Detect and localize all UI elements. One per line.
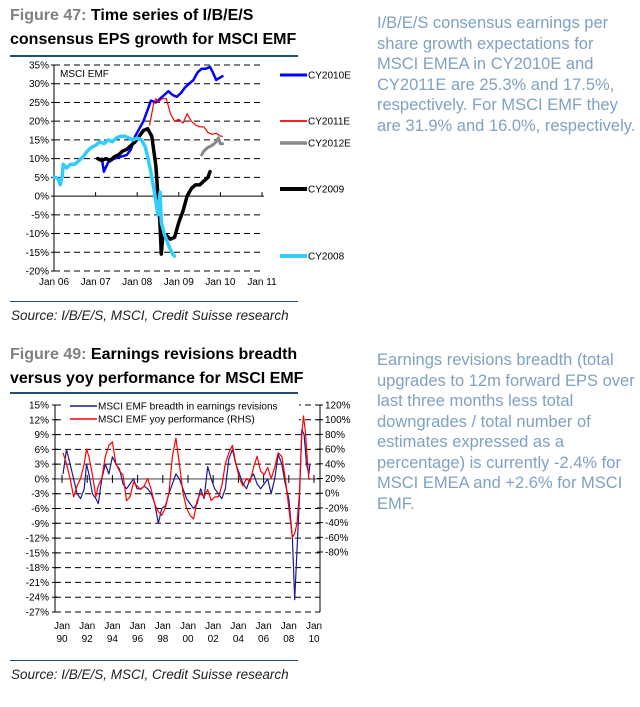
legend-label-cy2010e: CY2010E	[308, 71, 351, 82]
y-tick-label: 0%	[35, 474, 50, 485]
y2-tick-label: 60%	[325, 445, 345, 456]
y-tick-label: -21%	[26, 578, 49, 589]
figure-49-source-rule	[10, 660, 298, 661]
x-tick-label: Jan 09	[164, 277, 194, 288]
y-tick-label: 25%	[29, 98, 49, 109]
figure-49-title-text: Earnings revisions breadth versus yoy pe…	[10, 346, 304, 387]
y2-tick-label: 100%	[325, 415, 351, 426]
chart-annotation: MSCI EMF	[60, 69, 109, 80]
y-tick-label: -24%	[26, 593, 49, 604]
series-line-cy2011e	[149, 98, 224, 137]
y-tick-label: 3%	[35, 460, 50, 471]
x-tick-label-month: Jan	[230, 621, 246, 632]
y-tick-label: 35%	[29, 61, 49, 72]
x-tick-label-month: Jan	[54, 621, 70, 632]
legend-label-cy2012e: CY2012E	[308, 139, 351, 150]
x-tick-label-month: Jan	[155, 621, 171, 632]
y2-tick-label: -20%	[325, 503, 348, 514]
y-tick-label: -10%	[26, 229, 49, 240]
y-tick-label: 30%	[29, 79, 49, 90]
y-tick-label: -20%	[26, 267, 49, 278]
x-tick-label-year: 90	[56, 634, 68, 645]
x-tick-label-month: Jan	[306, 621, 322, 632]
legend-background	[64, 400, 299, 412]
y2-tick-label: -80%	[325, 548, 348, 559]
y-tick-label: -3%	[31, 489, 49, 500]
y2-tick-label: 0%	[325, 489, 340, 500]
figure-49-number: Figure 49:	[10, 346, 87, 363]
y-tick-label: 20%	[29, 117, 49, 128]
y2-tick-label: -40%	[325, 518, 348, 529]
y2-tick-label: 80%	[325, 430, 345, 441]
figure-47-title: Figure 47: Time series of I/B/E/S consen…	[10, 4, 340, 52]
legend-label: MSCI EMF breadth in earnings revisions	[98, 402, 278, 413]
x-tick-label: Jan 10	[205, 277, 235, 288]
figure-47-number: Figure 47:	[10, 7, 87, 24]
x-tick-label: Jan 08	[122, 277, 152, 288]
y-tick-label: 15%	[29, 401, 49, 412]
figure-47-source-rule	[10, 301, 298, 302]
x-tick-label-month: Jan	[256, 621, 272, 632]
y-tick-label: 6%	[35, 445, 50, 456]
x-tick-label-month: Jan	[104, 621, 120, 632]
legend-background	[64, 413, 299, 425]
x-tick-label-month: Jan	[130, 621, 146, 632]
figure-49-title-rule	[10, 392, 298, 394]
x-tick-label-year: 98	[157, 634, 169, 645]
x-tick-label-month: Jan	[205, 621, 221, 632]
x-tick-label-year: 96	[132, 634, 144, 645]
legend-label-cy2009: CY2009	[308, 185, 345, 196]
y-tick-label: 12%	[29, 415, 49, 426]
legend-label-cy2011e: CY2011E	[308, 117, 350, 128]
figure-49-title: Figure 49: Earnings revisions breadth ve…	[10, 343, 340, 391]
figure-49-commentary: Earnings revisions breadth (total upgrad…	[377, 351, 635, 513]
figure-47-source: Source: I/B/E/S, MSCI, Credit Suisse res…	[11, 308, 289, 323]
x-tick-label: Jan 07	[81, 277, 111, 288]
x-tick-label-year: 04	[233, 634, 245, 645]
x-tick-label-year: 08	[283, 634, 295, 645]
y-tick-label: 9%	[35, 430, 50, 441]
figure-47-title-text: Time series of I/B/E/S consensus EPS gro…	[10, 7, 297, 48]
x-tick-label: Jan 06	[39, 277, 69, 288]
x-tick-label-year: 00	[182, 634, 194, 645]
y-tick-label: -27%	[26, 608, 49, 619]
y-tick-label: -9%	[31, 519, 49, 530]
series-line-yoy-performance	[62, 415, 311, 538]
y-tick-label: -12%	[26, 534, 49, 545]
x-tick-label-month: Jan	[79, 621, 95, 632]
series-line-revisions-breadth	[62, 429, 311, 601]
y2-tick-label: 20%	[325, 474, 345, 485]
y-tick-label: -15%	[26, 548, 49, 559]
y-tick-label: -5%	[31, 210, 49, 221]
y-tick-label: -6%	[31, 504, 49, 515]
series-line-cy2012e	[200, 136, 224, 157]
x-tick-label-month: Jan	[180, 621, 196, 632]
y-tick-label: 5%	[35, 173, 50, 184]
x-tick-label-year: 02	[208, 634, 220, 645]
legend-label-cy2008: CY2008	[308, 252, 345, 263]
x-tick-label-year: 94	[107, 634, 119, 645]
x-tick-label-year: 10	[308, 634, 320, 645]
y-tick-label: 0%	[35, 192, 50, 203]
y-tick-label: -18%	[26, 563, 49, 574]
x-tick-label: Jan 11	[247, 277, 277, 288]
x-tick-label-year: 06	[258, 634, 270, 645]
y2-tick-label: -60%	[325, 533, 348, 544]
series-line-cy2010e	[100, 65, 224, 173]
figure-47-title-rule	[10, 55, 298, 57]
y-tick-label: 15%	[29, 135, 49, 146]
y2-tick-label: 120%	[325, 401, 351, 412]
series-line-cy2008	[52, 134, 177, 258]
y2-tick-label: 40%	[325, 459, 345, 470]
figure-47-commentary: I/B/E/S consensus earnings per share gro…	[377, 14, 636, 135]
y-tick-label: -15%	[26, 248, 49, 259]
y-tick-label: 10%	[29, 154, 49, 165]
legend-label: MSCI EMF yoy performance (RHS)	[98, 415, 255, 426]
x-tick-label-year: 92	[82, 634, 94, 645]
x-tick-label-month: Jan	[281, 621, 297, 632]
figure-49-source: Source: I/B/E/S, MSCI, Credit Suisse res…	[11, 667, 289, 682]
